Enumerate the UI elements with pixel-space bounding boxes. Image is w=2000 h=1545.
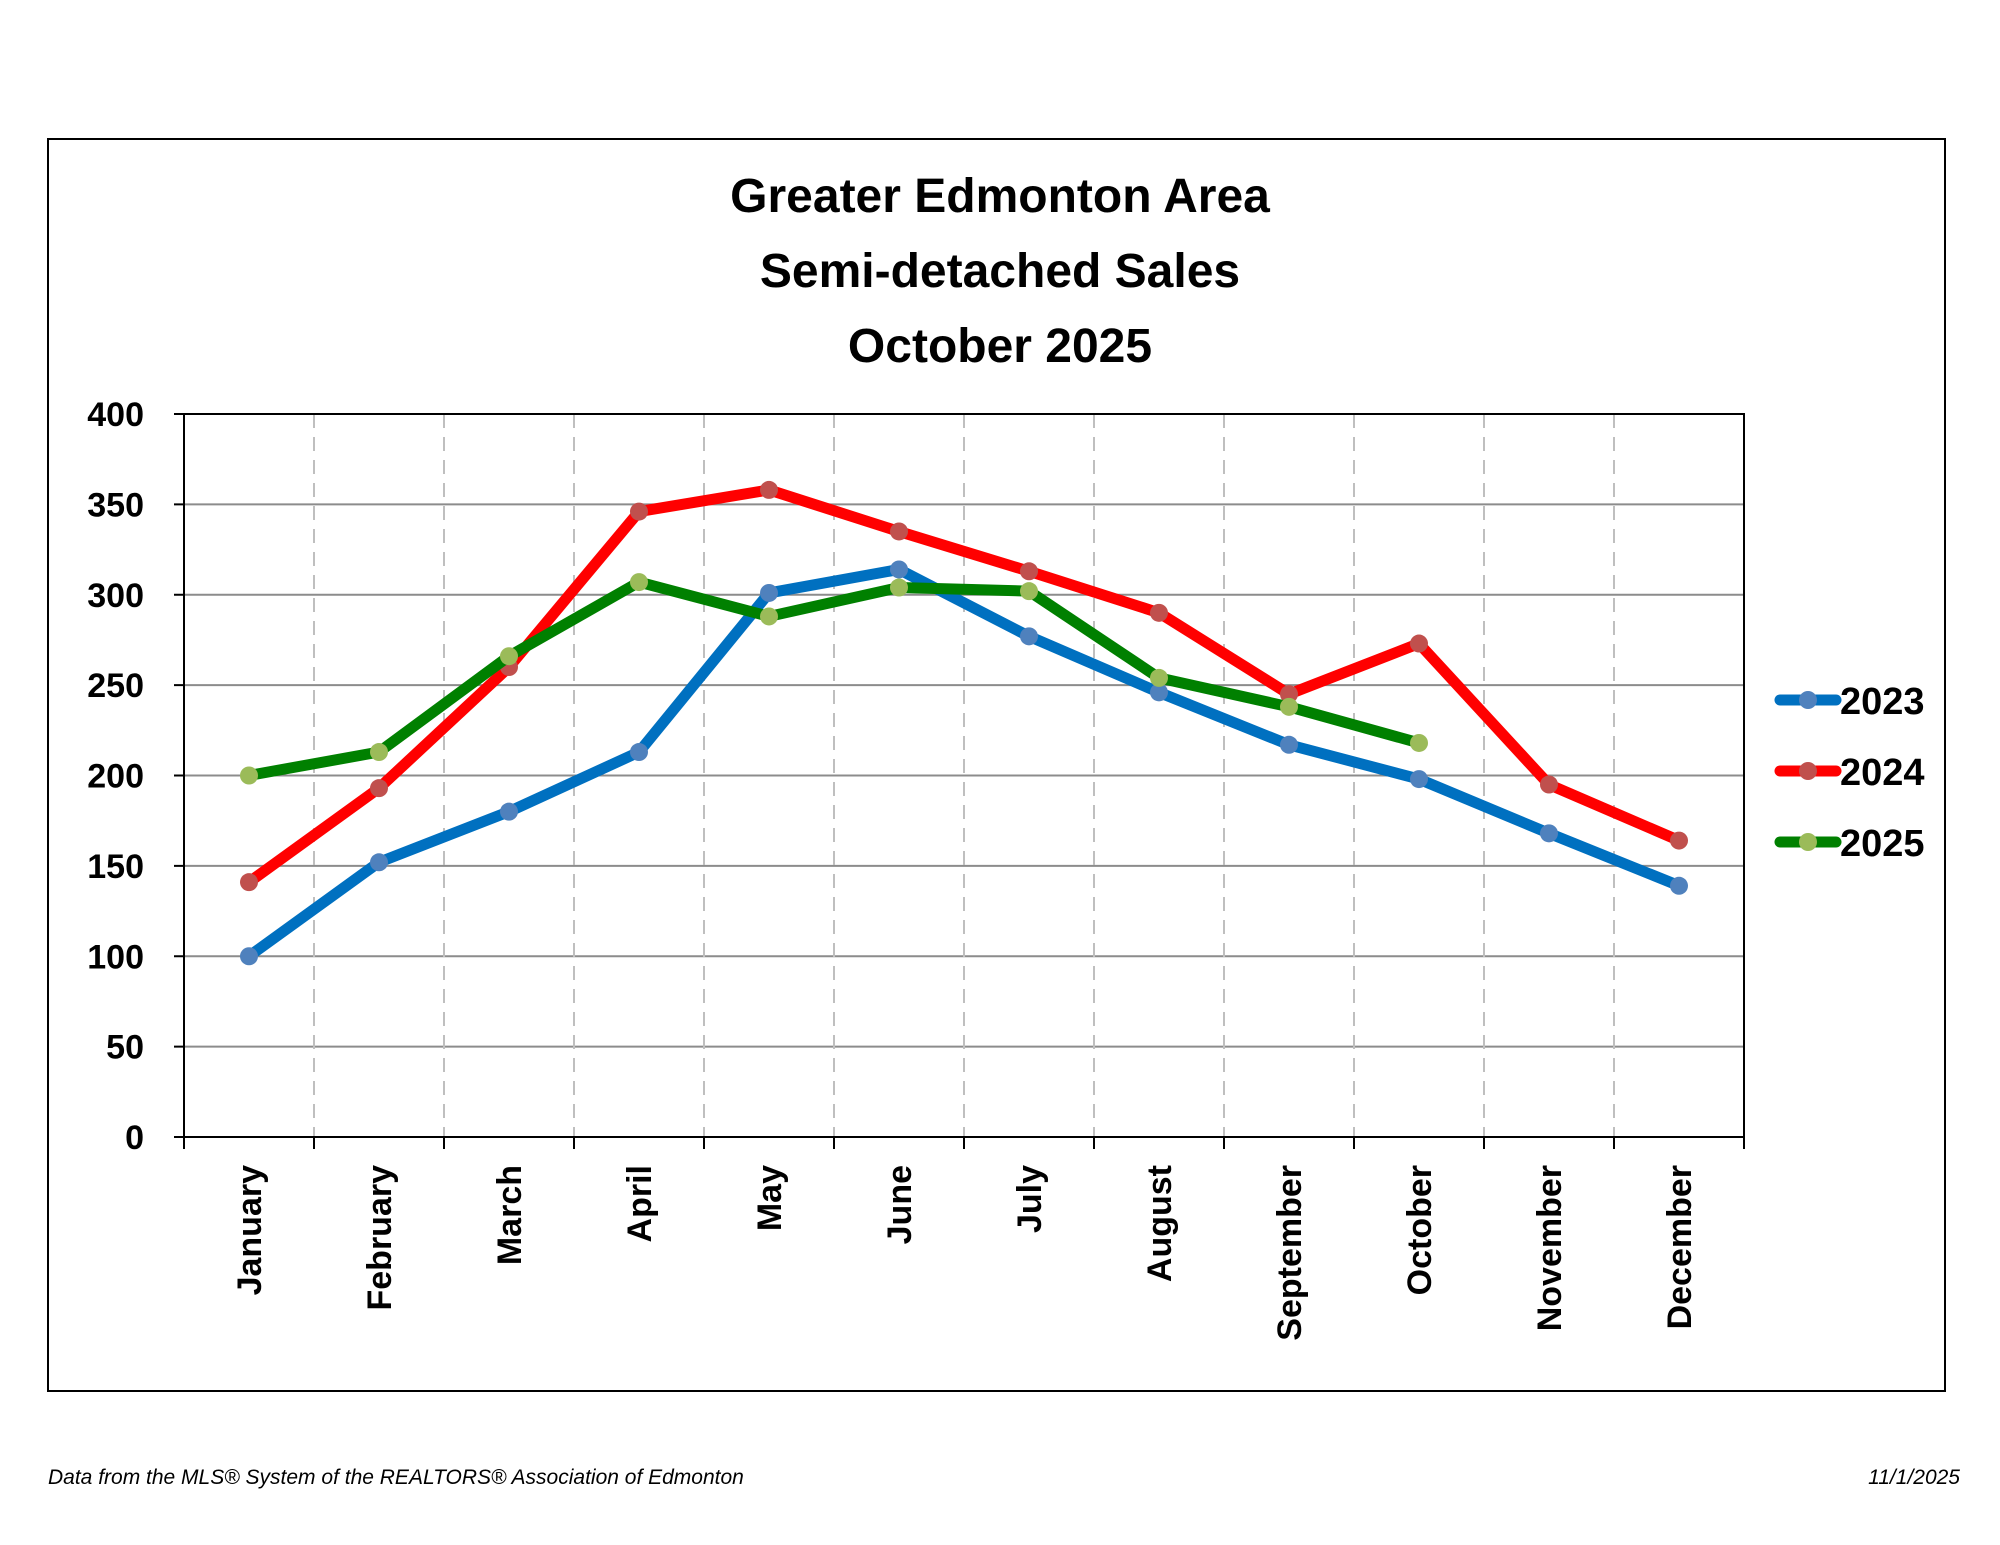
data-point-2023-december <box>1670 876 1688 895</box>
grid-lines <box>184 413 1744 1137</box>
x-tick-label: April <box>621 1165 659 1242</box>
legend-item-2025: 2025 <box>1774 823 1925 865</box>
data-point-2025-september <box>1280 697 1298 716</box>
data-point-2025-october <box>1410 733 1428 752</box>
data-point-2024-november <box>1540 775 1558 794</box>
data-point-2023-april <box>630 743 648 762</box>
x-tick-label: March <box>491 1165 529 1265</box>
y-tick-label: 50 <box>106 1029 144 1067</box>
series-line-2023 <box>243 563 1685 962</box>
x-tick-label: August <box>1141 1165 1179 1282</box>
y-axis: 0 50 100 150 200 250 300 350 400 <box>87 396 184 1157</box>
data-point-2024-january <box>240 873 258 892</box>
data-point-2024-june <box>890 522 908 541</box>
data-point-2023-october <box>1410 770 1428 789</box>
data-point-2024-february <box>370 779 388 798</box>
x-tick-label: May <box>751 1165 789 1231</box>
x-tick-label: September <box>1271 1165 1309 1341</box>
legend-label: 2025 <box>1840 823 1925 865</box>
x-tick-label: December <box>1661 1165 1699 1329</box>
chart-frame <box>47 138 1946 1392</box>
footer-source: Data from the MLS® System of the REALTOR… <box>48 1466 744 1489</box>
title-line-1: Greater Edmonton Area <box>730 170 1270 223</box>
x-tick-label: November <box>1531 1165 1569 1331</box>
data-point-2023-february <box>370 853 388 872</box>
data-point-2025-march <box>500 647 518 666</box>
legend-item-2023: 2023 <box>1774 681 1925 723</box>
data-point-2023-july <box>1020 627 1038 646</box>
chart-title: Greater Edmonton Area Semi-detached Sales… <box>730 170 1270 373</box>
legend-marker <box>1799 833 1817 851</box>
series-lines <box>240 480 1688 966</box>
x-tick-label: July <box>1011 1165 1049 1233</box>
data-point-2023-may <box>760 583 778 602</box>
data-point-2024-october <box>1410 634 1428 653</box>
footer-date: 11/1/2025 <box>1868 1466 1960 1489</box>
data-point-2024-july <box>1020 562 1038 581</box>
data-point-2025-january <box>240 766 258 785</box>
series-2025 <box>240 573 1428 785</box>
series-2024 <box>240 480 1688 892</box>
data-point-2023-september <box>1280 735 1298 754</box>
series-line-2024 <box>243 484 1685 888</box>
y-tick-label: 100 <box>87 938 144 976</box>
data-point-2023-june <box>890 560 908 579</box>
y-tick-label: 400 <box>87 396 144 434</box>
data-point-2023-march <box>500 802 518 821</box>
data-point-2023-november <box>1540 824 1558 843</box>
y-tick-label: 200 <box>87 758 144 796</box>
y-tick-label: 350 <box>87 486 144 524</box>
data-point-2025-may <box>760 607 778 626</box>
data-point-2024-may <box>760 480 778 499</box>
data-point-2025-february <box>370 743 388 762</box>
data-point-2025-august <box>1150 668 1168 687</box>
data-point-2025-july <box>1020 582 1038 601</box>
data-point-2024-september <box>1280 685 1298 704</box>
legend-label: 2024 <box>1840 752 1925 794</box>
x-axis: January February March April May June July Augu… <box>183 1137 1745 1341</box>
legend: 2023 2024 2025 <box>1774 681 1925 865</box>
legend-label: 2023 <box>1840 681 1925 723</box>
y-tick-label: 0 <box>125 1119 144 1157</box>
y-tick-label: 150 <box>87 848 144 886</box>
x-tick-label: January <box>231 1165 269 1295</box>
data-point-2024-december <box>1670 831 1688 850</box>
x-tick-label: June <box>881 1165 919 1244</box>
legend-marker <box>1799 691 1817 709</box>
data-point-2023-january <box>240 947 258 966</box>
data-point-2025-april <box>630 573 648 592</box>
series-line-2025 <box>243 576 1425 781</box>
data-point-2024-april <box>630 502 648 521</box>
y-tick-label: 250 <box>87 667 144 705</box>
x-tick-label: February <box>361 1165 399 1311</box>
data-point-2024-august <box>1150 603 1168 622</box>
series-2023 <box>240 560 1688 966</box>
title-line-2: Semi-detached Sales <box>760 245 1240 298</box>
data-point-2025-june <box>890 578 908 597</box>
y-tick-label: 300 <box>87 577 144 615</box>
data-point-2023-august <box>1150 683 1168 702</box>
x-tick-label: October <box>1401 1165 1439 1295</box>
legend-marker <box>1799 762 1817 780</box>
legend-item-2024: 2024 <box>1774 752 1925 794</box>
title-line-3: October 2025 <box>848 320 1152 373</box>
